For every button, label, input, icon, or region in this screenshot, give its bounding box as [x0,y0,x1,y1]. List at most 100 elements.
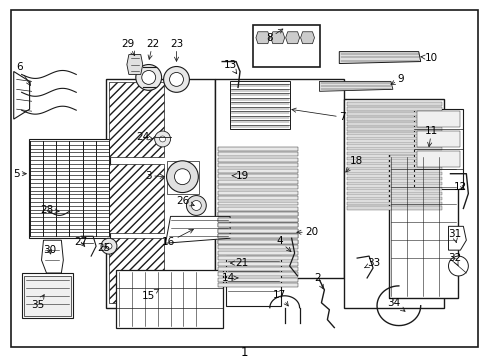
Text: 15: 15 [142,289,159,301]
Text: 31: 31 [447,229,460,242]
Bar [225,256,280,306]
Polygon shape [230,81,289,129]
Bar [346,162,441,165]
Text: 17: 17 [273,290,288,306]
Bar [416,131,460,147]
Text: 28: 28 [40,206,59,215]
Bar [218,190,297,194]
Polygon shape [300,32,314,44]
Circle shape [101,238,117,254]
Bar [218,152,297,156]
Bar [218,229,297,233]
Circle shape [142,71,155,84]
Circle shape [106,243,112,249]
Bar [218,267,297,271]
Bar [388,154,457,298]
Text: 32: 32 [447,253,460,266]
Text: 25: 25 [97,243,110,253]
Polygon shape [14,72,30,119]
Bar [346,177,441,180]
Bar [346,102,441,106]
Bar [218,234,297,238]
Bar [218,163,297,167]
Bar [109,82,163,157]
Bar [218,169,297,173]
Text: 8: 8 [266,29,282,43]
Polygon shape [447,226,466,250]
Bar [346,122,441,126]
Text: 9: 9 [390,75,403,84]
Text: 11: 11 [424,126,437,147]
Bar [346,202,441,205]
Text: 29: 29 [121,39,134,56]
Text: 4: 4 [276,236,290,252]
Circle shape [447,256,468,276]
Bar [218,240,297,244]
Bar [218,174,297,178]
Polygon shape [270,32,284,44]
Bar [23,276,71,316]
Bar [252,25,320,67]
Bar [346,142,441,145]
Bar [218,245,297,249]
Bar [344,99,443,308]
Bar [346,192,441,195]
Polygon shape [126,55,142,75]
Bar [346,157,441,160]
Bar [28,139,110,238]
Text: 2: 2 [313,273,323,289]
Bar [346,172,441,175]
Bar [218,229,297,233]
Bar [346,147,441,150]
Bar [218,180,297,184]
Text: 35: 35 [31,295,44,310]
Circle shape [163,67,189,92]
Bar [218,223,297,227]
Text: 12: 12 [453,181,466,192]
Text: 22: 22 [146,39,159,59]
Text: 3: 3 [145,171,164,181]
Bar [346,107,441,111]
Text: 27: 27 [75,237,88,247]
Bar [218,196,297,200]
Bar [109,238,163,303]
Text: 13: 13 [223,59,236,74]
Bar [109,164,163,233]
Bar [218,278,297,282]
Bar [346,182,441,185]
Text: 21: 21 [230,258,248,268]
Bar [218,223,297,227]
Bar [218,212,297,216]
Bar [116,270,223,328]
Bar [416,111,460,127]
Circle shape [166,161,198,193]
Bar [218,202,297,206]
Text: 14: 14 [221,273,237,283]
Text: 26: 26 [176,195,194,206]
Text: 1: 1 [240,346,247,359]
Text: 10: 10 [420,53,437,63]
Bar [346,127,441,131]
Bar [218,158,297,162]
Bar [346,112,441,116]
Circle shape [159,136,165,142]
Bar [346,132,441,135]
Text: 34: 34 [386,298,404,311]
Text: 24: 24 [136,132,152,142]
Bar [346,197,441,200]
Circle shape [174,169,190,185]
Bar [218,218,297,222]
Text: 18: 18 [345,156,362,172]
Circle shape [169,72,183,86]
Bar [218,240,297,244]
Text: 5: 5 [13,169,26,179]
Polygon shape [319,81,392,91]
Bar [218,262,297,266]
Polygon shape [41,240,63,273]
Bar [413,109,463,189]
Bar [416,151,460,167]
Polygon shape [165,216,230,243]
Bar [218,283,297,287]
Bar [218,207,297,211]
Bar [218,147,297,151]
